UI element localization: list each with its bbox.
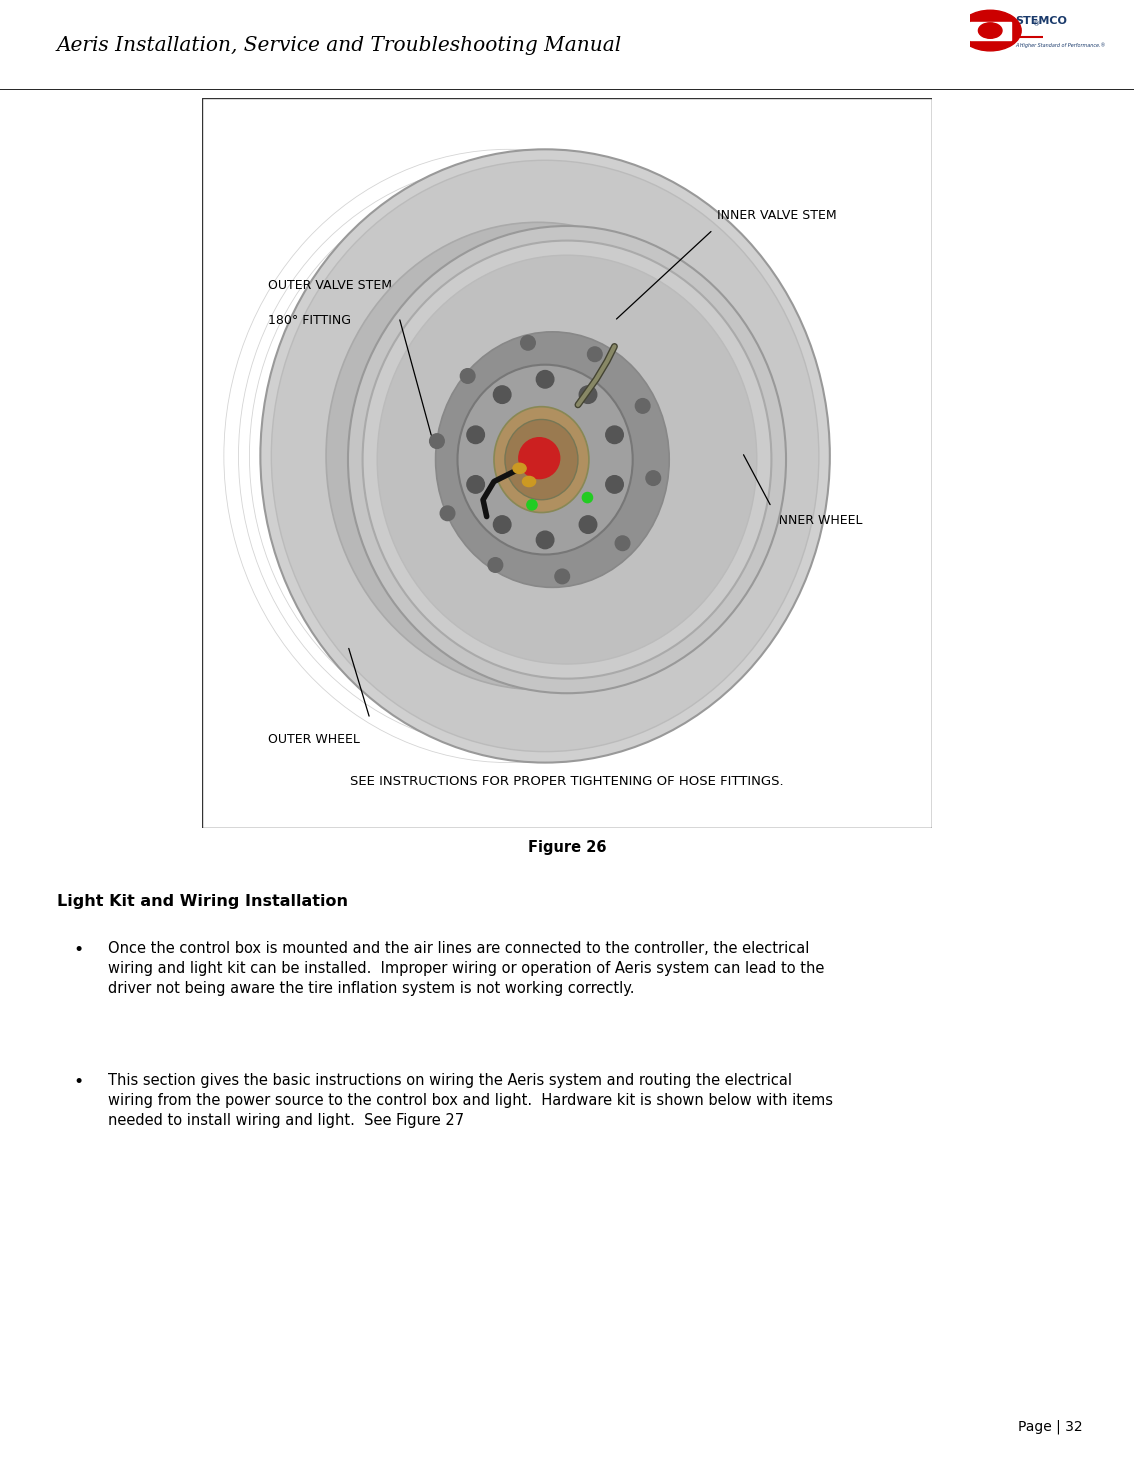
Circle shape	[587, 347, 602, 362]
Text: Aeris Installation, Service and Troubleshooting Manual: Aeris Installation, Service and Troubles…	[57, 35, 621, 54]
Circle shape	[493, 386, 511, 403]
Ellipse shape	[327, 223, 750, 689]
Circle shape	[493, 516, 511, 534]
Circle shape	[430, 434, 445, 449]
Ellipse shape	[363, 240, 771, 679]
Ellipse shape	[378, 255, 756, 664]
Text: Once the control box is mounted and the air lines are connected to the controlle: Once the control box is mounted and the …	[108, 941, 824, 995]
Ellipse shape	[271, 160, 819, 752]
Ellipse shape	[261, 150, 830, 762]
Circle shape	[460, 368, 475, 383]
Text: OUTER VALVE STEM: OUTER VALVE STEM	[268, 279, 391, 292]
Text: A Higher Standard of Performance.®: A Higher Standard of Performance.®	[1015, 43, 1106, 48]
Circle shape	[555, 569, 569, 583]
Ellipse shape	[457, 365, 633, 554]
Circle shape	[579, 516, 596, 534]
Text: OUTER WHEEL: OUTER WHEEL	[268, 733, 359, 746]
Circle shape	[606, 427, 624, 444]
Text: This section gives the basic instructions on wiring the Aeris system and routing: This section gives the basic instruction…	[108, 1073, 832, 1127]
Text: Figure 26: Figure 26	[527, 840, 607, 855]
Text: 180° FITTING: 180° FITTING	[268, 314, 350, 327]
Ellipse shape	[348, 226, 786, 693]
Text: Light Kit and Wiring Installation: Light Kit and Wiring Installation	[57, 894, 348, 909]
Circle shape	[616, 537, 629, 551]
Circle shape	[583, 493, 593, 503]
Ellipse shape	[513, 463, 526, 474]
Circle shape	[536, 531, 553, 548]
Circle shape	[635, 399, 650, 413]
Ellipse shape	[523, 476, 535, 487]
Circle shape	[467, 427, 484, 444]
Text: •: •	[74, 1073, 84, 1091]
Ellipse shape	[435, 331, 669, 588]
Circle shape	[579, 386, 596, 403]
Circle shape	[536, 371, 553, 388]
Circle shape	[440, 506, 455, 520]
Ellipse shape	[505, 419, 578, 500]
Circle shape	[646, 471, 661, 485]
FancyBboxPatch shape	[970, 22, 1010, 40]
Circle shape	[521, 336, 535, 350]
Circle shape	[467, 475, 484, 493]
Circle shape	[488, 557, 502, 572]
Text: INNER WHEEL: INNER WHEEL	[775, 515, 863, 528]
Text: SEE INSTRUCTIONS FOR PROPER TIGHTENING OF HOSE FITTINGS.: SEE INSTRUCTIONS FOR PROPER TIGHTENING O…	[350, 776, 784, 789]
Text: INNER VALVE STEM: INNER VALVE STEM	[717, 210, 836, 223]
Text: ®: ®	[1015, 21, 1040, 26]
Circle shape	[519, 438, 560, 478]
Circle shape	[959, 10, 1021, 51]
Text: STEMCO: STEMCO	[1015, 16, 1067, 26]
Circle shape	[979, 23, 1002, 38]
Ellipse shape	[494, 406, 589, 513]
Text: Page | 32: Page | 32	[1018, 1419, 1083, 1434]
Circle shape	[606, 475, 624, 493]
Text: •: •	[74, 941, 84, 959]
Circle shape	[527, 500, 538, 510]
